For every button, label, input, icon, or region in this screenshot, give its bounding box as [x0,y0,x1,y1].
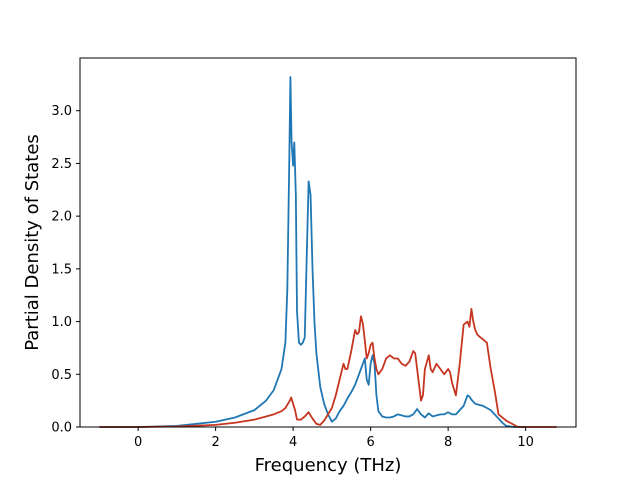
y-ticks: 0.0 0.5 1.0 1.5 2.0 2.5 3.0 [51,104,80,436]
y-tick-label: 0.0 [51,421,72,436]
x-tick-label: 6 [366,435,374,450]
series-line-2 [99,308,557,428]
y-axis-label: Partial Density of States [22,134,43,351]
plot-frame [79,57,577,428]
x-tick-label: 2 [211,435,219,450]
series-line-1 [99,76,526,428]
y-tick-label: 2.0 [51,210,72,225]
x-tick-label: 0 [134,435,142,450]
y-tick-label: 1.0 [51,315,72,330]
y-tick-label: 2.5 [51,157,72,172]
x-tick-label: 4 [289,435,297,450]
y-tick-label: 0.5 [51,368,72,383]
x-ticks: 0 2 4 6 8 10 [134,427,534,450]
series-layer [99,76,557,428]
x-tick-label: 10 [517,435,534,450]
x-axis-label: Frequency (THz) [255,455,402,476]
x-tick-label: 8 [444,435,452,450]
y-tick-label: 3.0 [51,104,72,119]
y-tick-label: 1.5 [51,262,72,277]
